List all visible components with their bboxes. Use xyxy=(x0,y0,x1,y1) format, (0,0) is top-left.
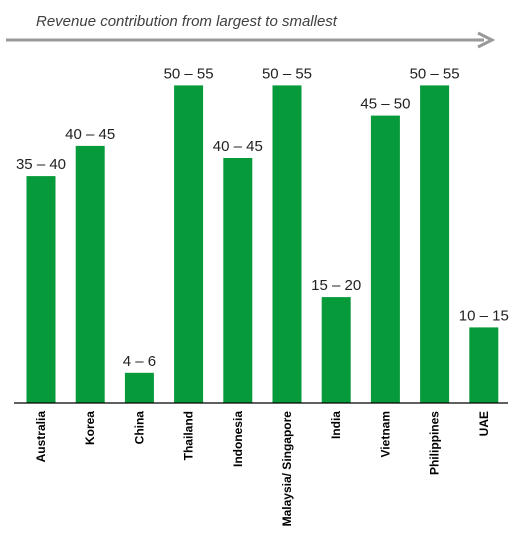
category-tick-label: Indonesia xyxy=(231,411,245,467)
bar-value-label: 35 – 40 xyxy=(16,156,66,173)
category-tick-label: Australia xyxy=(34,411,48,463)
direction-arrow-head xyxy=(477,31,496,49)
category-labels-layer: Australia Korea China Thailand Indonesia Mala… xyxy=(34,411,491,527)
category-tick-label: UAE xyxy=(477,411,491,436)
bar xyxy=(469,327,499,403)
bar xyxy=(26,176,56,403)
bar xyxy=(272,85,302,404)
bars-layer xyxy=(26,85,499,404)
bar-value-label: 10 – 15 xyxy=(459,307,509,324)
value-labels-layer: 35 – 40 40 – 45 4 – 6 50 – 55 40 – 45 50 – 55… xyxy=(16,65,509,369)
bar xyxy=(223,158,253,403)
bar-value-label: 50 – 55 xyxy=(410,65,460,82)
chart-subtitle: Revenue contribution from largest to sma… xyxy=(36,13,338,30)
category-tick-label: Vietnam xyxy=(378,411,392,457)
bar xyxy=(174,85,204,404)
category-tick-label: Philippines xyxy=(428,411,442,475)
bar-value-label: 45 – 50 xyxy=(360,96,410,113)
bar xyxy=(124,372,154,404)
category-tick-label: Malaysia/ Singapore xyxy=(280,411,294,527)
bar-value-label: 40 – 45 xyxy=(65,126,115,143)
bar-value-label: 50 – 55 xyxy=(262,65,312,82)
category-tick-label: China xyxy=(132,411,146,445)
bar-value-label: 4 – 6 xyxy=(123,353,156,370)
bar xyxy=(75,145,105,403)
bar xyxy=(420,85,450,404)
category-tick-label: India xyxy=(329,411,343,439)
bar xyxy=(321,297,351,403)
category-tick-label: Thailand xyxy=(182,411,196,460)
bar-value-label: 50 – 55 xyxy=(164,65,214,82)
bar-value-label: 40 – 45 xyxy=(213,138,263,155)
bar-value-label: 15 – 20 xyxy=(311,277,361,294)
bar xyxy=(370,115,400,403)
category-tick-label: Korea xyxy=(83,411,97,445)
